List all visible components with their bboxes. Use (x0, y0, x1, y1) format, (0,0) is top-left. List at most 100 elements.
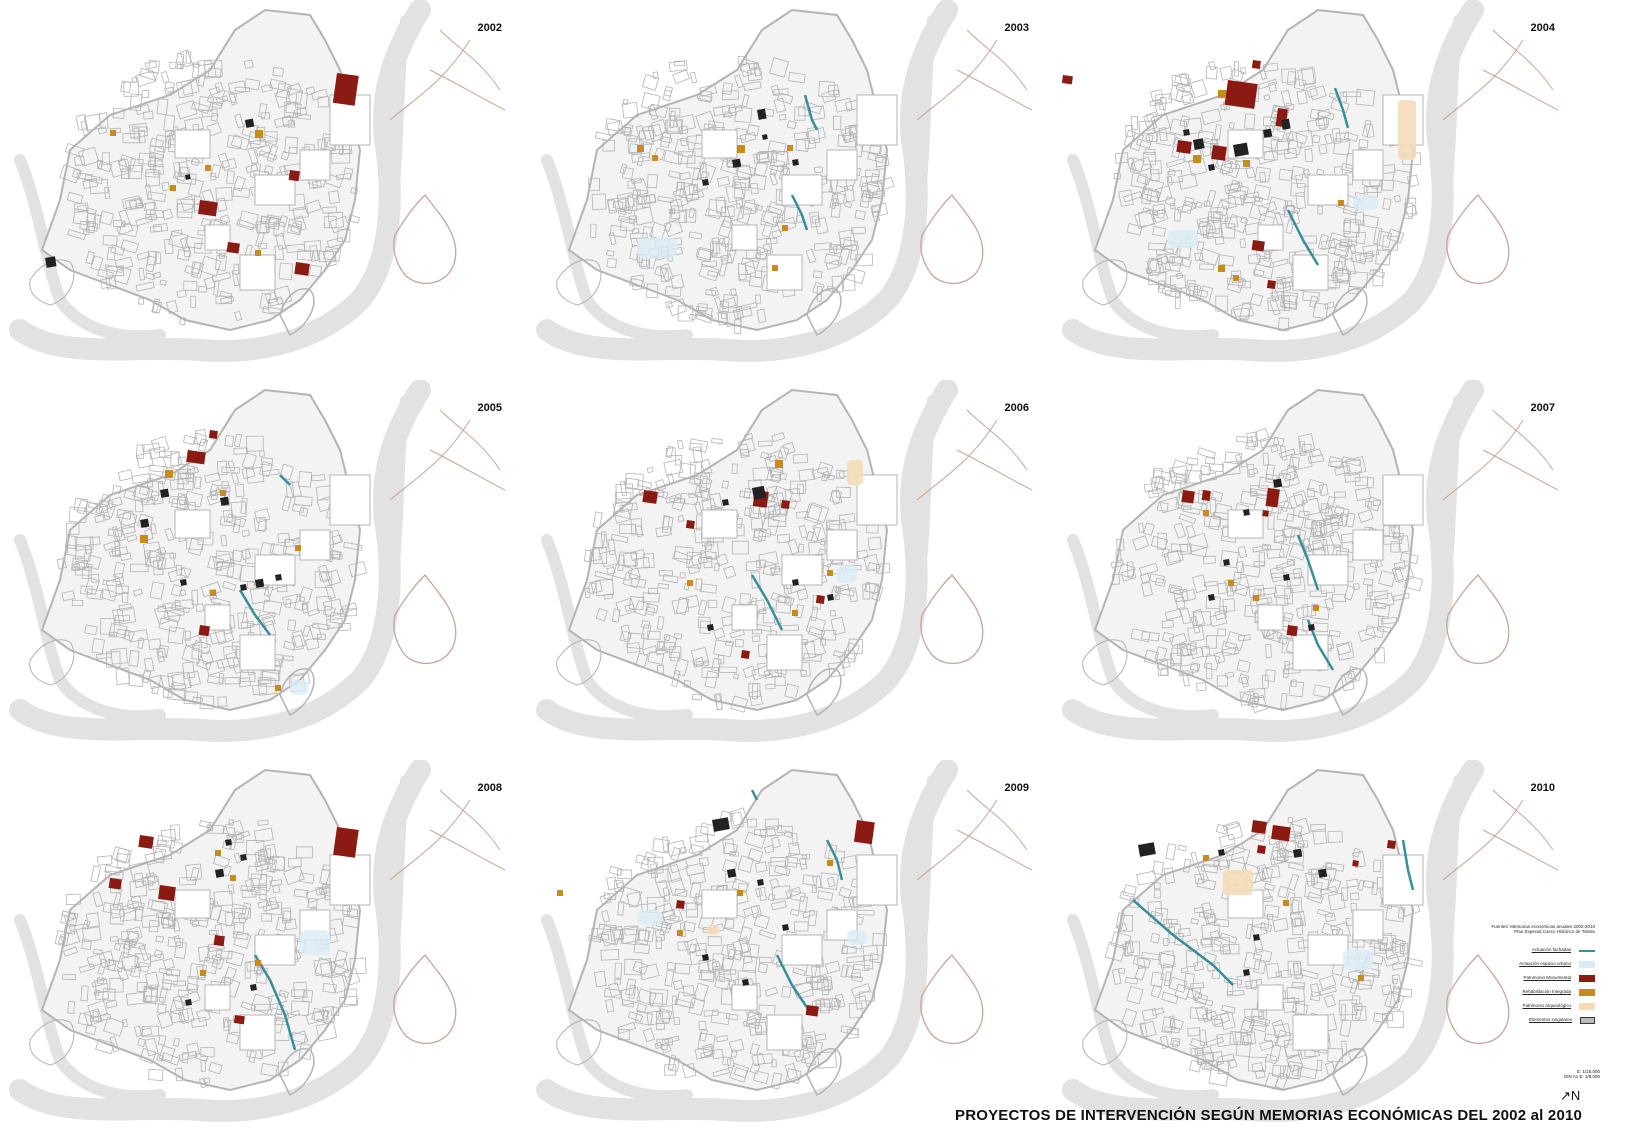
street-block (82, 919, 91, 930)
street-block (74, 536, 94, 551)
street-block (85, 1024, 97, 1036)
street-block (185, 465, 196, 483)
espacio-urbano-area (637, 910, 662, 925)
street-block (183, 691, 198, 705)
street-block (1309, 295, 1319, 308)
street-block (1179, 663, 1199, 675)
street-block (805, 616, 827, 636)
street-block (834, 97, 853, 113)
street-block (1168, 976, 1188, 993)
street-block (1310, 824, 1326, 832)
street-block (632, 178, 649, 197)
street-block (171, 681, 187, 691)
street-block (710, 286, 719, 297)
street-block (624, 472, 644, 490)
street-block (290, 1000, 310, 1017)
street-block (1286, 936, 1305, 954)
street-block (82, 926, 102, 943)
street-block (1383, 953, 1400, 967)
street-block (829, 243, 838, 254)
street-block (215, 558, 235, 571)
street-block (870, 173, 880, 185)
street-block (781, 985, 792, 998)
street-block (1319, 506, 1335, 522)
street-block (592, 547, 607, 565)
street-block (744, 260, 756, 275)
street-block (863, 553, 880, 572)
singular-marker (722, 498, 729, 506)
street-block (149, 581, 165, 600)
street-block (850, 226, 866, 235)
river-east (914, 15, 937, 215)
singular-marker (701, 178, 709, 186)
street-block (1169, 255, 1176, 264)
street-block (191, 63, 200, 79)
street-block (620, 928, 638, 946)
street-block (126, 926, 143, 942)
street-block (111, 526, 121, 542)
street-block (135, 215, 153, 227)
street-block (148, 446, 167, 460)
street-block (1218, 254, 1235, 267)
street-block (126, 899, 145, 911)
street-block (824, 960, 841, 974)
street-block (714, 975, 731, 991)
street-block (110, 244, 125, 256)
singular-marker (727, 868, 737, 878)
street-block (1205, 662, 1213, 680)
street-block (627, 1011, 644, 1023)
street-block (672, 69, 690, 84)
street-block (661, 909, 676, 921)
street-block (1280, 693, 1288, 710)
patrimonio-marker (198, 200, 218, 217)
street-block (1196, 447, 1216, 460)
singular-marker (762, 134, 768, 140)
street-block (757, 528, 767, 542)
street-block (633, 206, 654, 226)
street-block (1317, 234, 1329, 251)
street-block (201, 108, 218, 118)
street-block (217, 696, 228, 707)
street-block (731, 540, 749, 555)
street-block (1323, 515, 1343, 526)
patrimonio-marker (685, 520, 695, 530)
legend-item-label: Patrimonio arqueológico (1522, 1003, 1571, 1009)
street-block (710, 1010, 731, 1026)
singular-marker (1208, 163, 1215, 171)
street-block (738, 443, 750, 459)
street-block (208, 821, 214, 832)
street-block (1316, 908, 1334, 918)
street-block (840, 854, 858, 870)
street-block (1333, 491, 1346, 498)
street-block (1213, 211, 1223, 220)
street-block (136, 251, 151, 261)
street-block (1139, 1022, 1148, 1038)
street-block (1206, 1009, 1213, 1021)
street-block (237, 612, 249, 630)
street-block (730, 288, 738, 296)
street-block (1253, 960, 1267, 975)
street-block (84, 174, 103, 185)
street-block (771, 432, 786, 443)
street-block (138, 297, 145, 305)
street-block (1180, 588, 1197, 603)
street-block (798, 524, 809, 539)
street-block (677, 514, 685, 523)
street-block (111, 546, 129, 557)
street-block (1377, 932, 1394, 951)
map-panel-2007: 2007 (1053, 380, 1573, 750)
panel-year: 2005 (477, 402, 502, 414)
street-block (1240, 1031, 1256, 1045)
open-block (701, 129, 738, 159)
street-block (805, 127, 827, 143)
street-block (158, 674, 174, 689)
street-block (1287, 130, 1308, 145)
street-block (124, 197, 144, 211)
street-block (664, 969, 675, 987)
street-block (642, 125, 655, 141)
street-block (102, 579, 121, 587)
street-block (177, 989, 189, 999)
street-block (637, 479, 653, 489)
street-block (1118, 562, 1136, 580)
street-block (722, 1056, 732, 1066)
